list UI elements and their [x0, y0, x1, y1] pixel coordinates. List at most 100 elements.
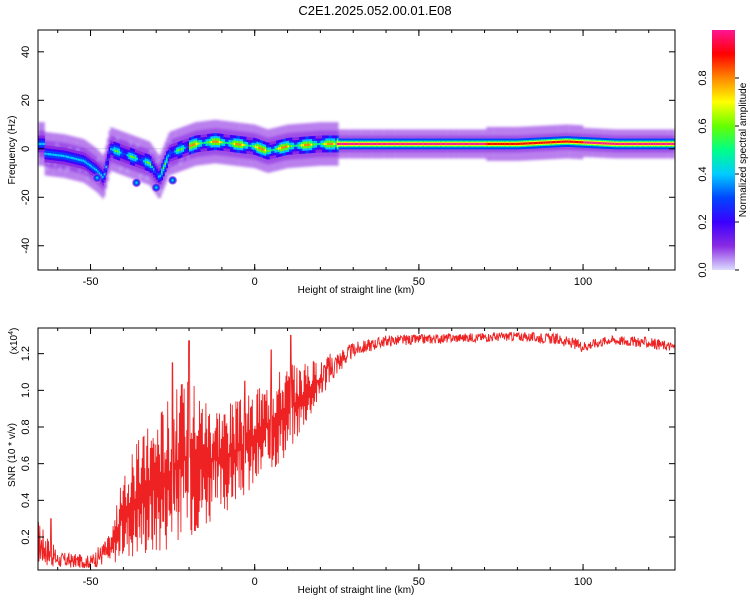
spectral-cell [41, 142, 44, 146]
spectral-cell [151, 165, 154, 169]
spectral-cell [589, 141, 592, 144]
spectral-cell [102, 175, 104, 179]
spectral-cell [239, 143, 242, 146]
spectral-cell [607, 142, 610, 145]
spectral-cell [225, 141, 228, 144]
x-tick-label: 50 [413, 276, 425, 288]
spectral-cell [246, 144, 249, 147]
spectral-cell [97, 170, 100, 173]
spectral-cell [106, 158, 109, 161]
spectral-cell [520, 142, 523, 145]
spectral-cell [346, 142, 349, 146]
spectral-cell [638, 142, 641, 146]
spectrogram-x-ticks: -50 0 50 100 [57, 30, 650, 288]
spectral-cell [177, 149, 180, 152]
spectral-cell [197, 142, 200, 145]
spectral-cell [571, 140, 574, 143]
spectral-cell [189, 144, 191, 148]
spectral-cell [62, 154, 65, 158]
spectral-noise [85, 170, 88, 174]
spectral-cell [141, 159, 144, 162]
spectral-cell [266, 149, 269, 152]
spectral-cell [435, 142, 438, 146]
spectral-cell [517, 142, 520, 145]
spectral-cell [415, 142, 418, 146]
colorbar: 0.0 0.2 0.4 0.6 0.8 Normalized spectral ampl… [697, 30, 749, 278]
spectral-cell [602, 142, 605, 145]
spectral-cell [187, 145, 190, 148]
spectral-cell [637, 142, 640, 146]
spectral-cell [125, 153, 127, 156]
spectral-cell [668, 142, 671, 146]
spectral-cell [627, 142, 630, 146]
spectral-blob [151, 182, 162, 193]
y-tick-label: -20 [20, 189, 32, 205]
spectral-cell [138, 158, 141, 161]
spectral-cell [538, 141, 541, 144]
spectral-cell [367, 142, 370, 146]
spectral-cell [425, 142, 428, 146]
spectral-cell [195, 142, 198, 145]
spectral-cell [404, 142, 407, 146]
spectral-cell [351, 142, 354, 146]
spectral-noise [54, 163, 57, 167]
spectral-cell [233, 142, 236, 145]
spectral-cell [428, 142, 431, 146]
spectral-cell [610, 142, 613, 145]
spectral-cell [545, 141, 548, 144]
snr-y-label: SNR (10 * v/v) [7, 423, 18, 487]
spectral-cell [326, 142, 329, 146]
spectral-cell [157, 175, 160, 178]
spectral-cell [405, 142, 408, 146]
spectral-cell [100, 174, 103, 177]
spectral-cell [271, 149, 274, 152]
spectral-cell [389, 142, 392, 146]
colorbar-gradient [712, 30, 735, 270]
spectrogram-frame [37, 29, 676, 271]
spectral-cell [51, 153, 54, 156]
spectral-cell [645, 142, 648, 146]
spectral-cell [262, 148, 265, 151]
spectral-noise [67, 167, 70, 171]
spectral-cell [282, 146, 285, 149]
spectral-cell [322, 142, 324, 146]
spectral-cell [74, 157, 77, 160]
spectral-cell [152, 168, 155, 171]
spectral-cell [223, 141, 226, 144]
spectral-noise [156, 160, 159, 164]
spectral-cell [218, 140, 221, 144]
spectral-noise [106, 173, 109, 177]
colorbar-tick-label: 0.0 [697, 262, 709, 277]
spectral-cell [279, 147, 282, 150]
y-tick-label: 0.6 [20, 456, 32, 471]
spectral-cell [289, 145, 292, 148]
spectral-cell [170, 151, 173, 154]
spectral-cell [660, 142, 663, 146]
spectral-cell [450, 142, 453, 146]
spectral-cell [374, 142, 377, 146]
spectral-cell [482, 142, 485, 146]
spectral-cell [427, 142, 430, 146]
spectral-cell [542, 141, 544, 144]
spectral-cell [422, 142, 425, 146]
spectral-cell [617, 142, 620, 146]
spectral-cell [430, 142, 433, 146]
spectral-cell [164, 162, 167, 165]
spectral-cell [254, 145, 257, 148]
spectral-cell [390, 142, 393, 146]
spectral-cell [243, 143, 246, 147]
y-tick-label: 20 [20, 94, 32, 106]
spectral-cell [65, 155, 68, 158]
spectral-cell [52, 153, 55, 156]
spectral-noise [77, 148, 80, 152]
spectral-cell [663, 142, 666, 146]
spectral-cell [466, 142, 469, 146]
spectral-cell [231, 142, 234, 145]
spectral-cell [409, 142, 411, 146]
spectral-cell [597, 142, 600, 145]
spectral-cell [345, 142, 347, 146]
spectral-cell [121, 152, 124, 155]
x-tick-label: 50 [413, 576, 425, 588]
spectral-cell [583, 141, 586, 144]
spectral-cell [169, 152, 172, 155]
